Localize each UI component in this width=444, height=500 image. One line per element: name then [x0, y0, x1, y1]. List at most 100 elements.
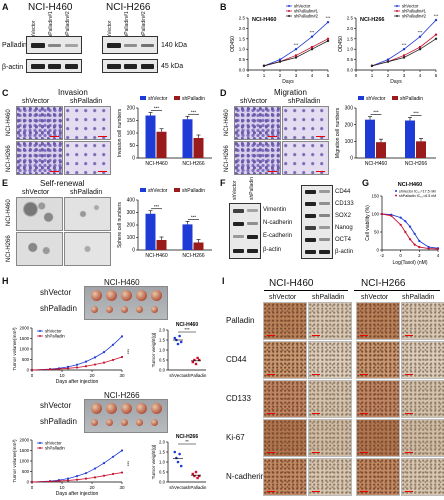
micrograph-migration [234, 141, 281, 175]
series-line [381, 213, 439, 250]
legend-label: shPalladin [182, 188, 205, 194]
y-tick-label: 1.0 [159, 348, 166, 353]
significance-label: *** [310, 30, 315, 35]
kda-label: 140 kDa [161, 42, 188, 49]
ihc-col: shVector [361, 294, 389, 301]
y-tick-label: 2.0 [159, 440, 166, 445]
data-point [326, 20, 330, 24]
x-tick-label: shPalladin [186, 373, 207, 378]
legend-marker [395, 194, 397, 197]
xenograft-row: shPalladin [40, 304, 77, 313]
micrograph-invasion [64, 106, 111, 140]
data-point [399, 223, 402, 226]
legend-label: shVector [294, 4, 311, 9]
row-label: NCI-H460 [6, 109, 12, 136]
ihc-row-label: CD133 [226, 394, 251, 403]
y-tick-label: 150 [127, 118, 136, 124]
legend-marker [288, 10, 290, 12]
y-tick-label: 1000 [19, 459, 29, 464]
data-point [413, 243, 416, 246]
data-point [418, 246, 421, 249]
legend-label: shPalladin#2 [402, 14, 427, 19]
ihc-image [401, 302, 444, 340]
significance-label: *** [154, 204, 160, 209]
data-point [310, 45, 314, 49]
tumor-specimen [106, 306, 113, 313]
bar [145, 213, 156, 250]
y-tick-label: 500 [22, 357, 30, 362]
x-tick-label: 0 [247, 73, 250, 78]
y-tick-label: 1.0 [239, 47, 246, 52]
significance-label: *** [191, 109, 197, 114]
y-tick-label: 1500 [19, 336, 29, 341]
ihc-col: shPalladin [312, 294, 345, 301]
data-point [179, 340, 183, 344]
x-tick-label: 30 [119, 485, 125, 490]
panel-b-letter: B [220, 2, 227, 12]
data-point [436, 247, 440, 251]
significance-label: *** [184, 327, 190, 332]
panel-h-letter: H [2, 276, 9, 286]
data-point [194, 362, 198, 366]
data-point [418, 48, 422, 51]
x-tick-label: 0 [355, 73, 358, 78]
blot-label: β-actin [335, 249, 354, 255]
y-tick-label: 200 [345, 122, 354, 128]
y-axis-label: Invasion cell numbers [117, 108, 123, 157]
legend-label: shPalladin#1 [294, 9, 319, 14]
data-point [386, 58, 390, 61]
ihc-image [401, 380, 444, 418]
legend-marker [395, 190, 397, 192]
significance-label: ** [185, 439, 189, 444]
legend-label: shPalladin#2 [294, 14, 319, 19]
data-point [294, 54, 298, 57]
col-label: shVector [22, 98, 50, 105]
bar [156, 131, 167, 158]
ihc-image [308, 341, 352, 379]
data-point [191, 360, 194, 364]
legend-swatch [174, 96, 180, 100]
ihc-image [263, 458, 307, 496]
micrograph-migration [234, 106, 281, 140]
col-label: shPalladin [70, 189, 103, 196]
bar [182, 224, 193, 250]
tumor-specimen [121, 419, 128, 426]
series-line [31, 336, 123, 371]
x-tick-label: shPalladin [186, 485, 207, 490]
y-tick-label: 1.0 [347, 47, 354, 52]
data-point [120, 355, 124, 359]
data-point [326, 39, 330, 43]
y-tick-label: 150 [371, 194, 379, 199]
y-tick-label: 300 [127, 210, 136, 216]
data-point [102, 351, 106, 354]
data-point [310, 48, 314, 51]
bar [365, 119, 375, 158]
legend-marker [396, 10, 398, 12]
tumor-specimen [121, 306, 128, 313]
data-point [193, 474, 196, 478]
y-tick-label: 1500 [19, 448, 29, 453]
panel-c-letter: C [2, 88, 9, 98]
blot-label: E-cadherin [263, 233, 293, 239]
x-tick-label: NCI-H266 [182, 253, 204, 259]
legend-label: shPalladin [400, 96, 423, 102]
significance-label: *** [373, 110, 379, 115]
x-tick-label: NCI-H460 [365, 161, 387, 167]
tumor-photo-h266 [84, 399, 168, 433]
row-label: NCI-H266 [6, 145, 12, 172]
ihc-image [263, 302, 307, 340]
x-tick-label: 1 [371, 73, 374, 78]
y-tick-label: 0 [132, 156, 135, 162]
legend-marker [39, 330, 41, 332]
tumor-specimen [151, 403, 162, 414]
legend-swatch [174, 188, 180, 192]
x-tick-label: NCI-H266 [405, 161, 427, 167]
row-label-actin: β-actin [2, 64, 24, 71]
tumor-specimen [151, 419, 158, 426]
x-axis-label: Log(Taxol) (nM) [392, 260, 427, 266]
data-point [386, 60, 390, 63]
x-tick-label: 30 [119, 373, 125, 378]
data-point [111, 455, 115, 458]
tumor-specimen [121, 403, 132, 414]
x-tick-label: 10 [59, 485, 65, 490]
